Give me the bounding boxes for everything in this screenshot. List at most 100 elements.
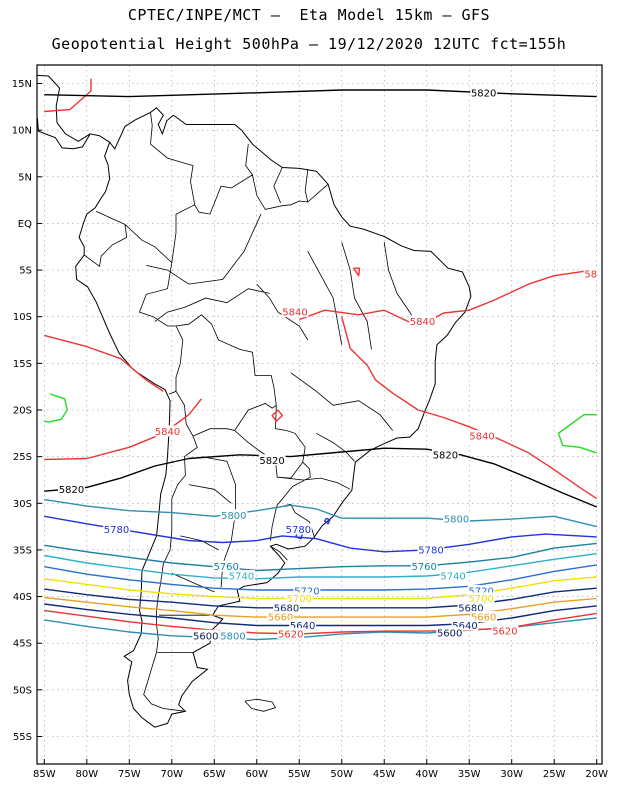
contour-label-5720: 5720: [294, 586, 319, 597]
contour-label-5780: 5780: [104, 525, 129, 536]
contour-label-5800: 5800: [220, 631, 245, 642]
lat-tick-label: 10S: [13, 312, 32, 323]
contour-5840: [44, 398, 203, 461]
contour-label-5760: 5760: [411, 562, 436, 573]
lat-tick-label: 30S: [13, 499, 32, 510]
lat-tick-label: 25S: [13, 452, 32, 463]
contour-label-bg: [409, 315, 436, 327]
contour-label-bg: [491, 625, 519, 637]
central-america-coastline: [37, 74, 110, 150]
contour-5840: [44, 334, 164, 392]
lat-tick-label: 5N: [18, 172, 32, 183]
contour-label-bg: [277, 627, 305, 639]
contour-5820: [44, 447, 597, 508]
contour-5840: [341, 316, 598, 500]
lon-tick-label: 85W: [33, 769, 56, 780]
lat-tick-label: 15N: [12, 79, 32, 90]
contour-label-5800: 5800: [444, 515, 469, 526]
contour-label-bg: [470, 611, 498, 623]
rio-de-la-plata-outline: [270, 545, 288, 561]
country-borders: [83, 112, 419, 712]
contour-label-bg: [457, 601, 485, 613]
contour-label-bg: [285, 592, 313, 604]
contour-5820: [44, 89, 597, 98]
map-title-line-1: CPTEC/INPE/MCT – Eta Model 15km – GFS: [127, 6, 491, 24]
lat-tick-label: 40S: [13, 592, 32, 603]
contour-label-5820: 5820: [259, 456, 284, 467]
contour-label-bg: [103, 523, 130, 535]
contour-label-5600: 5600: [193, 631, 218, 642]
lon-tick-label: 50W: [330, 769, 353, 780]
contour-label-bg: [273, 601, 300, 613]
contour-label-bg: [470, 86, 498, 98]
contour-label-bg: [410, 560, 438, 572]
contour-label-5620: 5620: [492, 627, 517, 638]
contour-label-5800: 5800: [221, 511, 246, 522]
contour-5640: [44, 603, 597, 627]
lat-tick-label: 50S: [13, 685, 32, 696]
contour-label-5840: 58: [584, 269, 597, 280]
lon-tick-label: 25W: [543, 769, 566, 780]
contour-label-bg: [436, 626, 464, 638]
map-title-line-2: Geopotential Height 500hPa – 19/12/2020 …: [51, 35, 567, 53]
lat-tick-label: 35S: [13, 545, 32, 556]
contour-5760: [44, 542, 597, 572]
contour-label-5780: 5780: [286, 525, 311, 536]
lat-tick-label: 45S: [13, 639, 32, 650]
contour-label-bg: [192, 629, 220, 641]
contour-label-bg: [258, 454, 286, 466]
contour-label-5820: 5820: [59, 485, 84, 496]
contour-label-5660: 5660: [471, 613, 496, 624]
contour-label-bg: [451, 619, 479, 631]
contour-label-5840: 5840: [282, 308, 307, 319]
south-america-coastline: [75, 107, 472, 728]
contour-5840: [44, 78, 92, 113]
contour-label-bg: [583, 267, 598, 279]
contour-5660: [44, 596, 597, 618]
lon-tick-label: 20W: [585, 769, 608, 780]
contour-label-5840: 5840: [469, 432, 494, 443]
contour-label-bg: [58, 483, 85, 495]
lon-tick-label: 45W: [373, 769, 396, 780]
contour-label-5820: 5820: [471, 88, 496, 99]
lat-tick-label: 20S: [13, 406, 32, 417]
lat-tick-label: 15S: [13, 359, 32, 370]
contour-label-5740: 5740: [440, 572, 465, 583]
contour-label-bg: [285, 523, 312, 535]
contour-label-bg: [417, 543, 445, 555]
contour-label-bg: [220, 509, 248, 521]
contour-label-5620: 5620: [278, 629, 303, 640]
contour-5780: [44, 515, 597, 553]
contour-label-5660: 5660: [268, 613, 293, 624]
contour-label-5680: 5680: [274, 603, 299, 614]
contour-label-bg: [468, 430, 496, 442]
contour-label-bg: [212, 560, 240, 572]
contour-label-bg: [467, 584, 495, 596]
contour-label-5700: 5700: [287, 594, 312, 605]
contour-label-5760: 5760: [213, 562, 238, 573]
contour-label-5780: 5780: [418, 545, 443, 556]
contour-5840: [299, 269, 597, 323]
lon-tick-label: 70W: [160, 769, 183, 780]
contour-5680: [44, 587, 597, 609]
geography-layer: [37, 74, 472, 728]
contour-label-bg: [154, 425, 181, 437]
contour-label-bg: [432, 448, 459, 460]
contour-label-bg: [289, 619, 317, 631]
lat-tick-label: EQ: [18, 219, 32, 230]
contour-label-bg: [293, 584, 321, 596]
lat-lon-grid: [37, 65, 602, 764]
contour-label-5740: 5740: [229, 572, 254, 583]
axis-ticks: 15N 10N 5N EQ 5S 10S 15S 20S 25S 30S 35S 40S 45S 50S 5…: [12, 79, 608, 780]
contour-labels: 5840 5840 5840 5840 58 5820 5820 5820 5820 5800 58…: [58, 86, 598, 642]
lat-tick-label: 55S: [13, 732, 32, 743]
contour-label-5640: 5640: [290, 621, 315, 632]
contour-label-bg: [228, 570, 255, 582]
contour-label-5680: 5680: [458, 603, 483, 614]
map-frame: [36, 64, 603, 765]
contour-5800: [44, 498, 597, 528]
contour-label-5840: 5840: [155, 427, 180, 438]
falkland-islands-outline: [244, 698, 277, 712]
lon-tick-label: 80W: [75, 769, 98, 780]
